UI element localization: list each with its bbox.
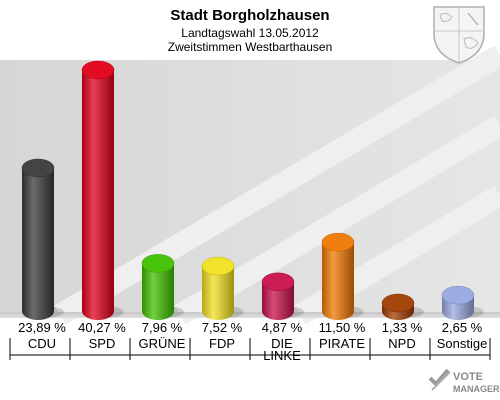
bar-sonstige	[441, 285, 484, 320]
vote-manager-logo: VOTE MANAGER	[428, 368, 500, 394]
value-label: 7,52 %	[202, 320, 243, 335]
bar-gr-ne	[141, 254, 184, 320]
category-label: FDP	[209, 336, 235, 351]
chart-floor	[0, 312, 500, 318]
value-label: 40,27 %	[78, 320, 126, 335]
category-label: NPD	[388, 336, 415, 351]
bar-body	[82, 70, 114, 320]
bar-top	[321, 232, 355, 252]
bar-top	[21, 158, 55, 178]
value-label: 2,65 %	[442, 320, 483, 335]
bar-fdp	[201, 256, 244, 320]
bar-group	[21, 60, 484, 320]
logo-text-manager: MANAGER	[453, 384, 500, 394]
bar-pirate	[321, 232, 364, 320]
category-label: Sonstige	[437, 336, 488, 351]
category-label: DIE LINKE	[263, 336, 301, 363]
bar-npd	[381, 293, 424, 320]
chart-title: Stadt Borgholzhausen	[170, 7, 329, 24]
bar-top	[141, 254, 175, 273]
value-label: 4,87 %	[262, 320, 303, 335]
bar-top	[261, 272, 295, 292]
chart-subtitle: Landtagswahl 13.05.2012	[181, 26, 319, 40]
chart-subtitle-2: Zweitstimmen Westbarthausen	[168, 40, 333, 54]
coat-of-arms-icon	[433, 6, 485, 64]
value-label: 7,96 %	[142, 320, 183, 335]
category-axis: CDU SPD GRÜNE FDP DIE LINKE PIRATE NPD Sonstige	[9, 336, 491, 363]
bar-body	[22, 168, 54, 320]
bar-body	[202, 265, 234, 320]
bar-body	[262, 281, 294, 320]
bar-cdu	[21, 158, 64, 320]
bar-body	[142, 263, 174, 320]
bar-top	[381, 293, 415, 313]
bar-top	[441, 285, 475, 305]
bar-die-linke	[261, 272, 304, 320]
value-label: 1,33 %	[382, 320, 423, 335]
category-label: PIRATE	[319, 336, 365, 351]
category-label: GRÜNE	[139, 336, 186, 351]
value-label: 23,89 %	[18, 320, 66, 335]
value-label-group: 23,89 % 40,27 % 7,96 % 7,52 % 4,87 % 11,50 % 1…	[18, 320, 483, 335]
category-label: CDU	[28, 336, 56, 351]
bar-top	[201, 256, 235, 276]
bar-spd	[81, 60, 124, 320]
bar-body	[322, 242, 354, 320]
check-mark-icon	[428, 368, 451, 391]
value-label: 11,50 %	[319, 320, 366, 335]
bar-top	[81, 60, 115, 80]
category-label: SPD	[89, 336, 116, 351]
logo-text-vote: VOTE	[453, 371, 483, 383]
